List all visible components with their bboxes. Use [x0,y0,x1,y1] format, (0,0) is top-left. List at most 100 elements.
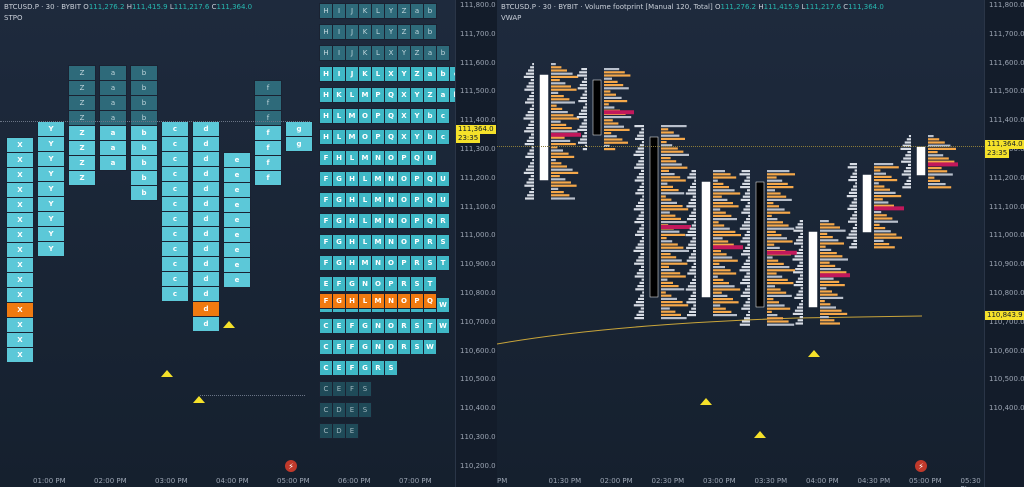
footprint-bar [904,141,911,144]
footprint-bar [798,290,803,293]
tpo-cell: b [130,185,158,201]
tpo-cell: b [130,110,158,126]
tpo-cell: e [223,212,251,228]
footprint-bar [800,245,803,248]
footprint-bar [767,310,772,313]
footprint-bar [581,122,587,125]
footprint-bar [661,233,685,236]
footprint-bar [745,259,750,262]
footprint-bar [661,211,670,214]
footprint-bar [661,262,688,265]
footprint-bar [636,217,644,220]
tpo-poc-cell: Q [423,293,437,309]
footprint-bar [906,179,911,182]
footprint-bar [874,198,883,201]
footprint-bar [633,304,644,307]
tpo-cell: D [332,423,346,439]
tpo-cell: I [332,3,346,19]
footprint-bar [741,211,750,214]
footprint-bar [795,226,803,229]
footprint-bar [741,266,750,269]
tpo-cell: Q [384,87,398,103]
tpo-cell: g [285,121,313,137]
tpo-cell: b [130,170,158,186]
tpo-cell: b [423,129,437,145]
tpo-cell: X [6,347,34,363]
footprint-bar [525,168,534,171]
footprint-bar [767,282,794,285]
price-tick: 110,600.0 [460,346,496,355]
footprint-bar [634,179,644,182]
footprint-bar [795,268,803,271]
flash-icon[interactable]: ⚡ [915,460,927,472]
tpo-poc-cell: L [358,293,372,309]
footprint-bar [799,261,803,264]
footprint-bar [638,160,644,163]
time-tick: 01:30 PM [548,477,582,485]
footprint-bar [741,253,750,256]
footprint-bar [685,192,696,195]
footprint-bar [637,230,644,233]
tpo-chart-pane[interactable]: BTCUSD.P · 30 · BYBIT O111,276.2 H111,41… [0,0,455,487]
indicator-label[interactable]: VWAP [501,14,522,22]
footprint-bar [874,233,897,236]
footprint-bar [797,319,803,322]
tpo-cell: H [332,150,346,166]
footprint-bar [849,163,857,166]
tpo-cell: N [358,276,372,292]
tpo-cell: Z [397,24,411,40]
price-tick: 111,800.0 [989,1,1024,9]
tpo-cell: e [223,167,251,183]
tpo-cell: C [319,402,333,418]
footprint-bar [742,278,750,281]
footprint-bar [767,208,785,211]
tpo-cell: O [397,192,411,208]
footprint-bar [638,269,644,272]
tpo-cell: J [345,45,359,61]
footprint-bar [604,125,624,128]
high-label: H [126,3,132,11]
tpo-cell: N [371,318,385,334]
price-axis-left[interactable]: 111,800.0 111,700.0 111,600.0 111,500.0 111,… [455,0,497,487]
footprint-bar [713,195,722,198]
footprint-bar [525,155,534,158]
price-tick: 111,200.0 [989,173,1024,182]
price-axis-right[interactable]: 111,800.0 111,700.0 111,600.0 111,500.0 111,… [984,0,1024,487]
footprint-bar [579,125,587,128]
tpo-cell: U [436,171,450,187]
tpo-cell: F [345,360,359,376]
time-tick: 03:30 PM [754,477,788,485]
footprint-bar [874,182,879,185]
footprint-bar [551,149,563,152]
tpo-cell: Y [37,226,65,242]
footprint-bar [532,63,534,66]
tpo-cell: d [192,301,220,317]
tpo-cell: R [371,360,385,376]
footprint-bar [713,301,739,304]
footprint-chart-pane[interactable]: BTCUSD.P · 30 · BYBIT · Volume footprint… [497,0,984,487]
footprint-bar [713,179,718,182]
footprint-bar [747,256,750,259]
tpo-cell: f [254,155,282,171]
footprint-bar [820,242,844,245]
footprint-bar [661,240,673,243]
footprint-bar [820,232,828,235]
footprint-bar [661,275,686,278]
tpo-cell: L [345,87,359,103]
tpo-cell: O [358,108,372,124]
footprint-bar [851,243,857,246]
footprint-bar [767,256,773,259]
candle-body [649,136,659,298]
footprint-bar [661,265,669,268]
footprint-bar [767,227,795,230]
footprint-bar [661,144,673,147]
candle-body [755,181,765,308]
footprint-bar [767,189,775,192]
flash-icon[interactable]: ⚡ [285,460,297,472]
footprint-bar [767,182,788,185]
footprint-bar [551,152,569,155]
footprint-bar [743,262,750,265]
tpo-cell: W [423,339,437,355]
footprint-bar [551,95,564,98]
indicator-label[interactable]: STPO [4,14,23,22]
